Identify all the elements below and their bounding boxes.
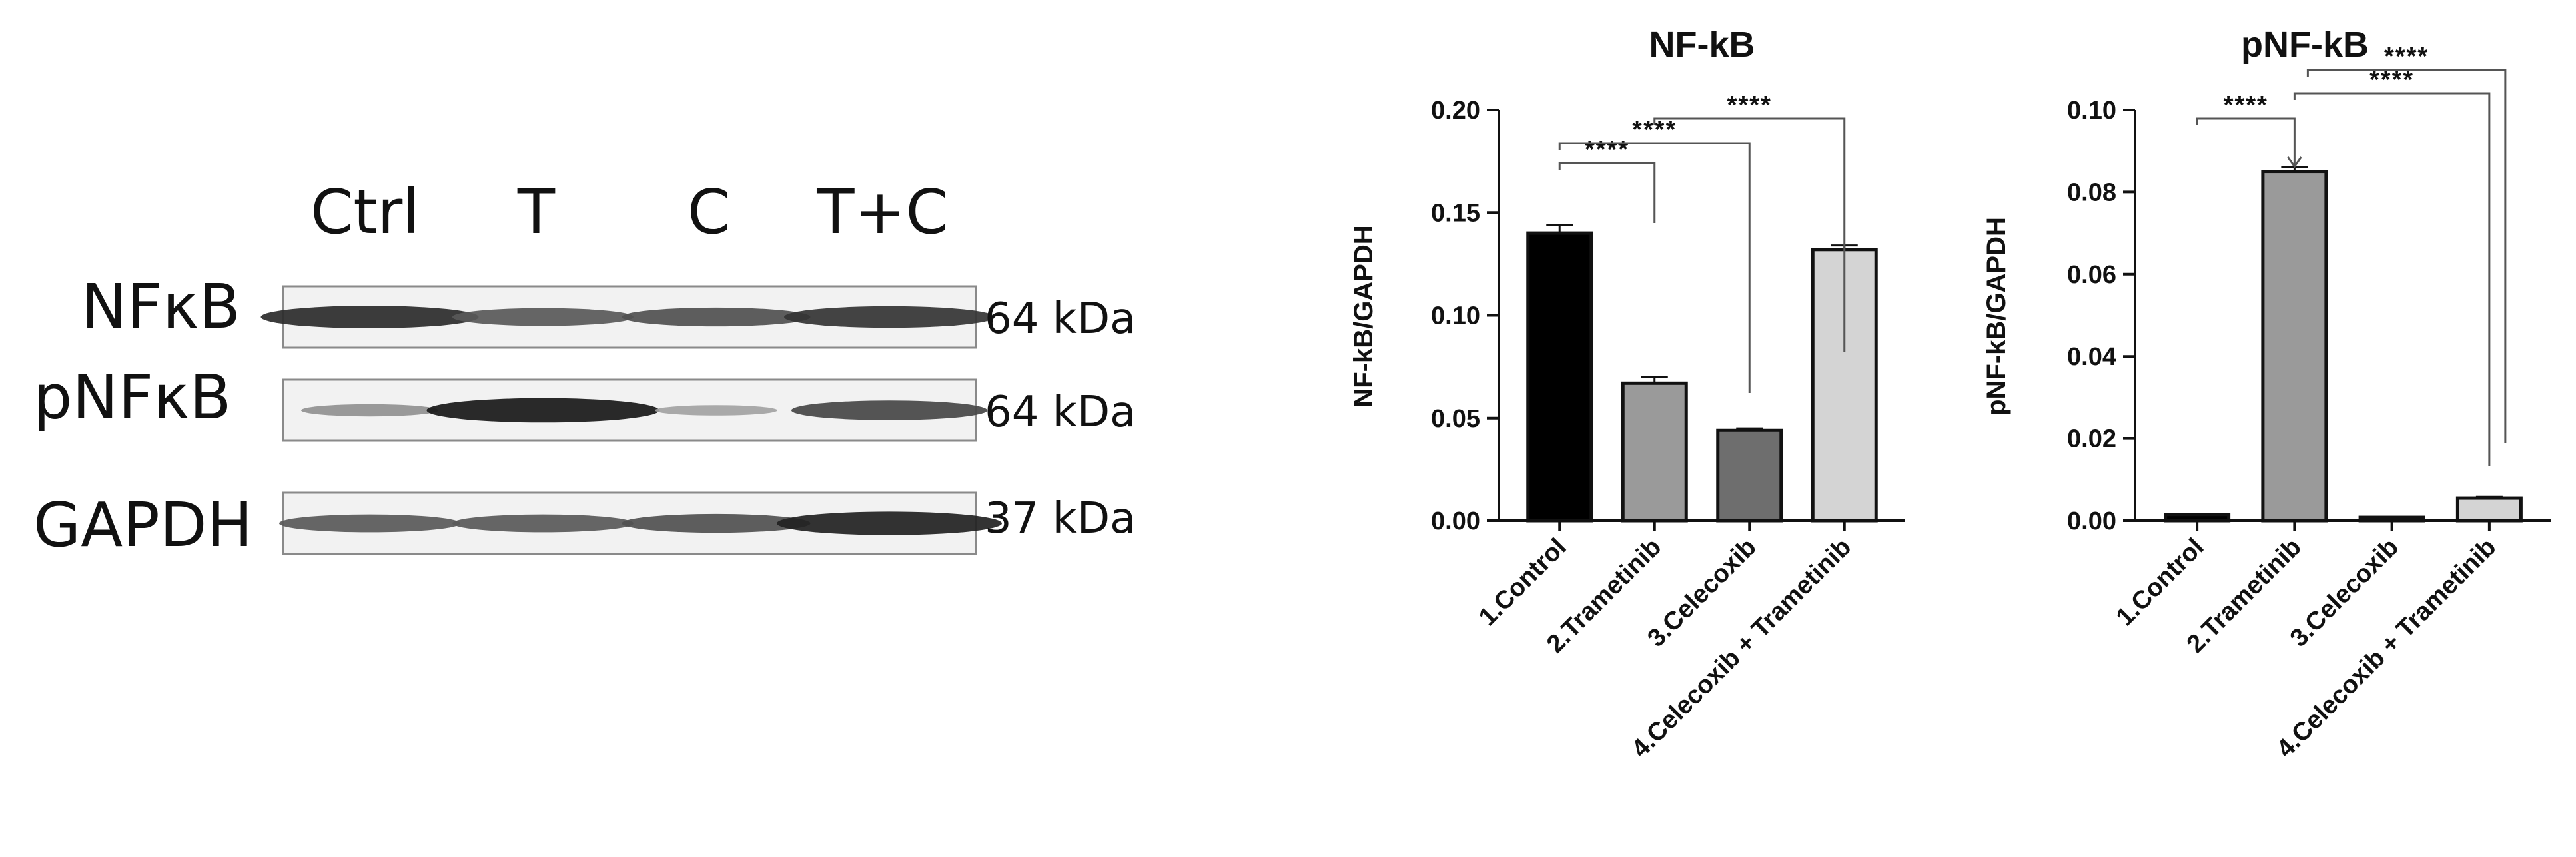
bar [1526, 231, 1593, 523]
y-tick-label: 0.00 [2067, 507, 2116, 535]
bar [1621, 381, 1688, 523]
significance-label: **** [2224, 91, 2268, 119]
chart-title: NF-kB [1649, 25, 1755, 65]
blot-band [622, 513, 811, 533]
y-tick-label: 0.04 [2067, 343, 2116, 371]
significance-label: **** [1585, 136, 1629, 164]
blot-band [791, 400, 987, 420]
bar [1716, 428, 1783, 523]
lane-label-t: T [517, 176, 556, 248]
significance-bracket [1558, 142, 1751, 393]
significance-bracket [2293, 92, 2491, 466]
bar [2261, 170, 2328, 523]
y-tick-label: 0.05 [1431, 405, 1480, 433]
blot-band [260, 306, 479, 328]
y-tick-label: 0.10 [1431, 302, 1480, 330]
y-axis-label: pNF-kB/GAPDH [1982, 217, 2011, 416]
blot-band [622, 307, 811, 327]
blot-band [784, 306, 995, 328]
blot-band [301, 404, 438, 417]
significance-bracket [2306, 69, 2507, 443]
y-axis-label: NF-kB/GAPDH [1349, 225, 1378, 407]
lane-label-c: C [687, 176, 730, 248]
x-tick-label: 1.Control [1474, 533, 1572, 632]
significance-label: **** [1727, 91, 1772, 119]
y-tick-label: 0.08 [2067, 178, 2116, 206]
row-label-gapdh: GAPDH [33, 489, 253, 561]
row-label-pnfkb: pNFκB [33, 362, 231, 433]
blot-band [452, 308, 634, 326]
blot-band [279, 514, 460, 533]
lane-label-ctrl: Ctrl [310, 176, 420, 248]
chart-title: pNF-kB [2241, 25, 2369, 65]
blot-band [426, 398, 659, 423]
y-tick-label: 0.06 [2067, 261, 2116, 289]
row-label-nfkb: NFκB [81, 271, 240, 342]
blot-strips [260, 285, 1002, 555]
y-tick-label: 0.02 [2067, 426, 2116, 453]
plot-area: 0.000.020.040.060.080.101.Control2.Trame… [2067, 43, 2551, 763]
y-tick-label: 0.20 [1431, 97, 1480, 125]
significance-bracket [2196, 117, 2296, 166]
significance-bracket [1558, 162, 1656, 223]
bar [2455, 496, 2523, 523]
y-tick-label: 0.00 [1431, 507, 1480, 535]
nfkb-bar-chart: NF-kB NF-kB/GAPDH 0.00 0.05 0.10 0.15 0.20 1.… [1349, 25, 1905, 763]
blot-band [655, 405, 777, 416]
kda-label-gapdh: 37 kDa [985, 494, 1136, 543]
x-tick-label: 1.Control [2111, 533, 2210, 632]
blot-band [777, 511, 1002, 535]
bar [2164, 513, 2231, 523]
lane-label-t-plus-c: T+C [816, 176, 949, 248]
significance-label: **** [2384, 43, 2429, 71]
western-blot-panel: Ctrl T C T+C NFκB pNFκB GAPDH 64 kDa 64 … [33, 176, 1136, 561]
significance-bracket [1653, 117, 1846, 352]
kda-label-nfkb: 64 kDa [985, 294, 1136, 344]
y-tick-label: 0.15 [1431, 199, 1480, 227]
significance-arrow [2287, 156, 2302, 168]
plot-area: 0.000.050.100.150.201.Control2.Trametini… [1431, 91, 1905, 763]
kda-label-pnfkb: 64 kDa [985, 388, 1136, 437]
blot-band [452, 514, 634, 533]
pnfkb-bar-chart: pNF-kB pNF-kB/GAPDH 0.00 0.02 0.04 0.06 0.08… [1982, 25, 2551, 763]
y-tick-label: 0.10 [2067, 97, 2116, 125]
